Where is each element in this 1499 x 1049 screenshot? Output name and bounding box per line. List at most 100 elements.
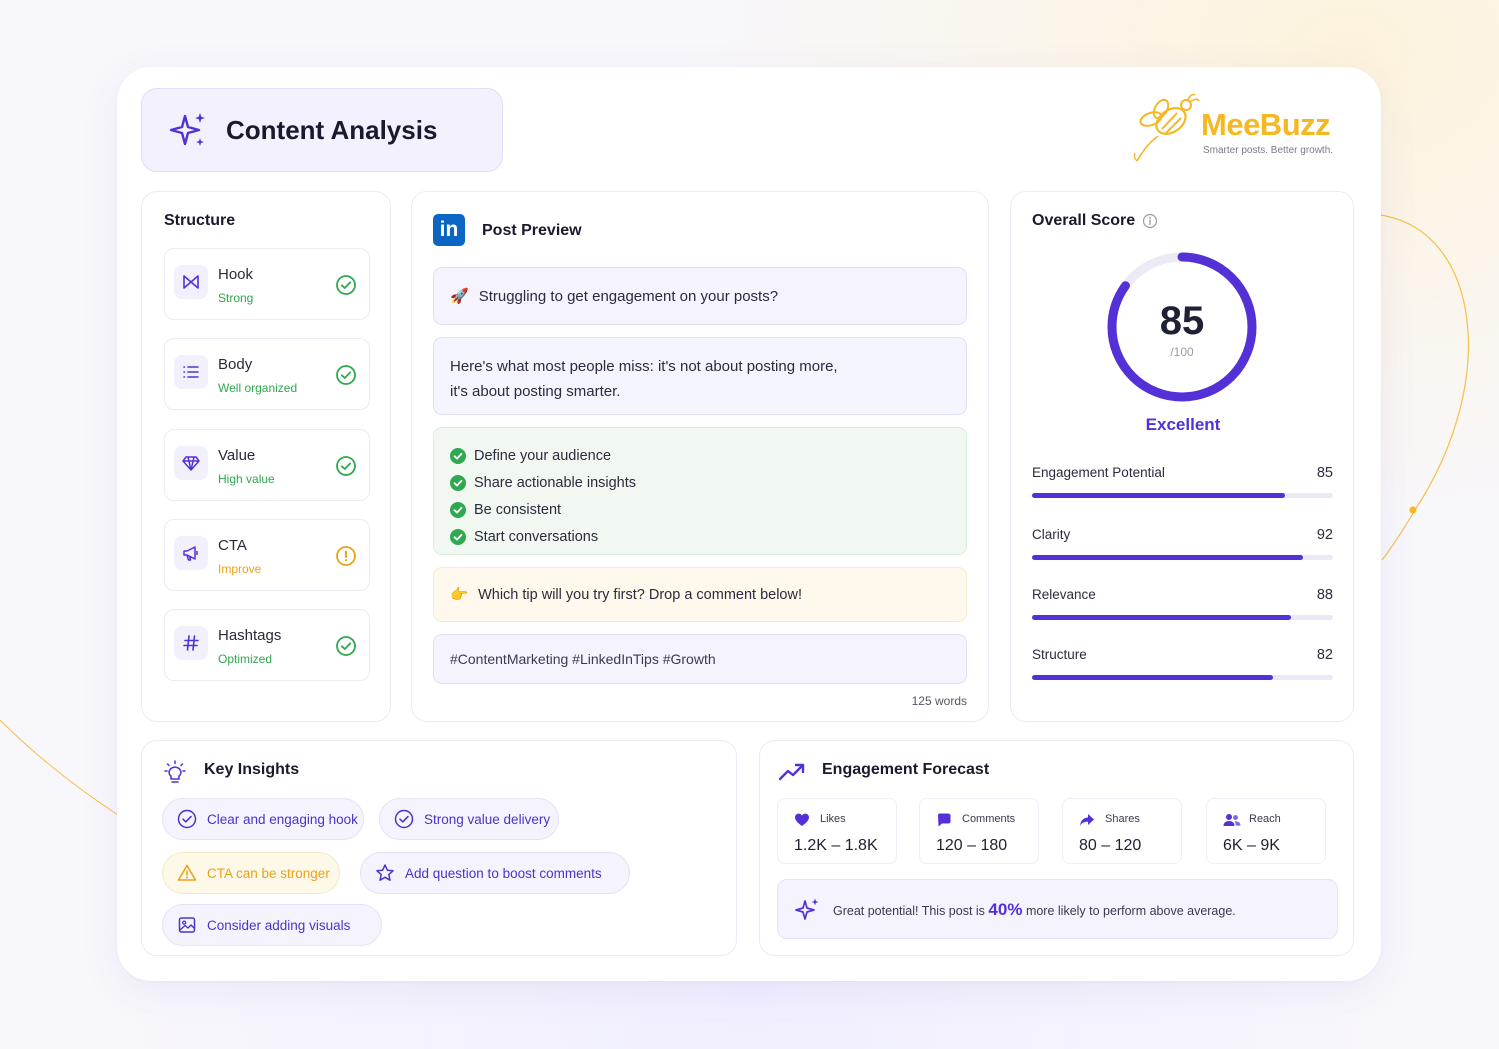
metric-bar-fill (1032, 615, 1291, 620)
forecast-stat-label: Shares (1105, 813, 1140, 825)
share-icon (1080, 814, 1094, 826)
insight-chip[interactable]: Add question to boost comments (360, 852, 630, 894)
forecast-summary: Great potential! This post is 40% more l… (777, 879, 1338, 939)
sparkle-icon (795, 898, 819, 920)
structure-item-label: CTA (218, 537, 247, 554)
metric-value: 88 (1316, 587, 1333, 603)
key-insights-title: Key Insights (204, 761, 300, 778)
post-hook-text: Struggling to get engagement on your pos… (478, 287, 779, 305)
post-hashtags-text: #ContentMarketing #LinkedInTips #Growth (450, 651, 716, 667)
hashtag-icon (174, 626, 208, 660)
forecast-stat-value: 6K – 9K (1223, 837, 1280, 854)
metric-bar (1032, 615, 1333, 620)
forecast-stat-value: 80 – 120 (1079, 837, 1142, 854)
score-gauge: 85 /100 (1102, 247, 1262, 407)
tip-text: Be consistent (474, 501, 562, 518)
insight-chip[interactable]: Consider adding visuals (162, 904, 382, 946)
structure-item-label: Value (218, 447, 256, 464)
linkedin-icon: in (433, 214, 465, 246)
metric-label: Relevance (1032, 587, 1096, 602)
insight-chip[interactable]: Clear and engaging hook (162, 798, 364, 840)
insight-chip-label: Add question to boost comments (405, 865, 602, 881)
forecast-stat-likes: Likes 1.2K – 1.8K (777, 798, 897, 864)
brand-name: MeeBuzz (1201, 107, 1331, 142)
structure-item-label: Hashtags (218, 627, 282, 644)
structure-item-hashtags[interactable]: Hashtags Optimized (164, 609, 370, 681)
sparkle-icon (169, 113, 205, 146)
check-circle-icon (177, 809, 197, 829)
post-hook-block[interactable]: 🚀 Struggling to get engagement on your p… (433, 267, 967, 325)
overall-score-panel: Overall Score 85 /100 Excellent Engageme… (1010, 191, 1354, 722)
tip-item: Share actionable insights (450, 469, 950, 496)
check-circle-icon (336, 636, 356, 656)
tip-item: Be consistent (450, 496, 950, 523)
forecast-stat-label: Likes (820, 813, 846, 825)
score-value: 85 (1159, 299, 1205, 343)
insight-chip-label: CTA can be stronger (207, 865, 330, 881)
structure-item-status: Improve (218, 562, 262, 576)
metric-bar-fill (1032, 493, 1285, 498)
word-count: 125 words (911, 694, 967, 708)
check-circle-icon (394, 809, 414, 829)
metric-bar (1032, 555, 1333, 560)
structure-item-value[interactable]: Value High value (164, 429, 370, 501)
metric-bar-fill (1032, 675, 1273, 680)
insight-chip-warning[interactable]: CTA can be stronger (162, 852, 340, 894)
metric-value: 92 (1316, 527, 1333, 543)
megaphone-icon (174, 536, 208, 570)
insight-chip[interactable]: Strong value delivery (379, 798, 559, 840)
brand-tagline: Smarter posts. Better growth. (1203, 145, 1334, 156)
tip-text: Share actionable insights (474, 474, 637, 491)
structure-item-hook[interactable]: Hook Strong (164, 248, 370, 320)
diamond-icon (174, 446, 208, 480)
metric-value: 85 (1316, 465, 1333, 481)
forecast-stat-shares: Shares 80 – 120 (1062, 798, 1182, 864)
pointing-hand-icon: 👉 (450, 587, 469, 603)
metric-label: Engagement Potential (1032, 465, 1165, 480)
rocket-icon: 🚀 (450, 288, 469, 305)
engagement-forecast-panel: Engagement Forecast Likes 1.2K – 1.8K Co… (759, 740, 1354, 956)
forecast-stat-label: Reach (1249, 813, 1281, 825)
metric-bar (1032, 493, 1333, 498)
brand-logo: MeeBuzz Smarter posts. Better growth. (1131, 91, 1341, 167)
post-body-line: it's about posting smarter. (450, 383, 621, 400)
tip-item: Start conversations (450, 523, 950, 550)
structure-item-cta[interactable]: CTA Improve (164, 519, 370, 591)
structure-panel: Structure Hook Strong Body Well organize… (141, 191, 391, 722)
forecast-summary-text: more likely to perform above average. (1025, 904, 1236, 918)
tip-text: Start conversations (474, 528, 599, 545)
forecast-stat-comments: Comments 120 – 180 (919, 798, 1039, 864)
structure-item-status: Strong (218, 291, 254, 305)
structure-item-status: Optimized (218, 652, 273, 666)
post-preview-title: Post Preview (482, 222, 582, 239)
info-icon[interactable] (1142, 213, 1158, 229)
forecast-stat-value: 1.2K – 1.8K (794, 837, 878, 854)
forecast-stat-value: 120 – 180 (936, 837, 1008, 854)
page-header: Content Analysis (141, 88, 503, 172)
post-body-block[interactable]: Here's what most people miss: it's not a… (433, 337, 967, 415)
heart-icon (795, 813, 809, 826)
forecast-stat-reach: Reach 6K – 9K (1206, 798, 1326, 864)
star-icon (376, 864, 394, 881)
metric-bar (1032, 675, 1333, 680)
comment-icon (938, 813, 951, 827)
structure-item-body[interactable]: Body Well organized (164, 338, 370, 410)
post-tips-block[interactable]: Define your audience Share actionable in… (433, 427, 967, 555)
list-icon (174, 355, 208, 389)
alert-circle-icon (336, 546, 356, 566)
users-icon (1223, 814, 1241, 826)
post-hashtags-block[interactable]: #ContentMarketing #LinkedInTips #Growth (433, 634, 967, 684)
insight-chip-label: Clear and engaging hook (207, 811, 358, 827)
tip-item: Define your audience (450, 442, 950, 469)
check-filled-icon (450, 528, 466, 545)
metric-label: Structure (1032, 647, 1087, 662)
metric-bar-fill (1032, 555, 1303, 560)
forecast-summary-text: Great potential! This post is (833, 904, 985, 918)
metric-label: Clarity (1032, 527, 1071, 542)
check-circle-icon (336, 275, 356, 295)
structure-item-label: Body (218, 356, 253, 373)
check-circle-icon (336, 456, 356, 476)
post-cta-block[interactable]: 👉 Which tip will you try first? Drop a c… (433, 567, 967, 622)
forecast-stat-label: Comments (962, 813, 1016, 825)
content-analysis-card: Content Analysis MeeBuzz Smarter posts. … (117, 67, 1381, 981)
